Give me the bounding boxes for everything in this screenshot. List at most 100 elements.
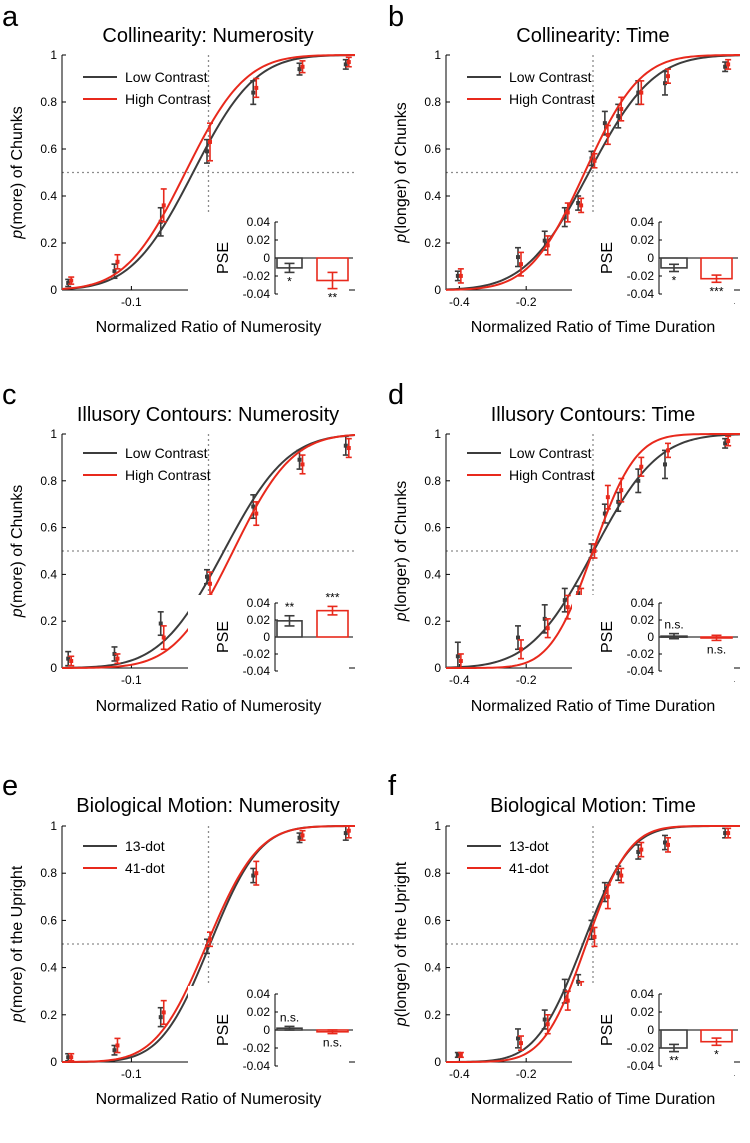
data-point (545, 626, 550, 631)
x-axis-label: Normalized Ratio of Numerosity (96, 698, 322, 715)
y-tick-label: 0.6 (40, 521, 57, 535)
y-axis-label: p(longer) of Chunks (393, 102, 410, 244)
y-axis-label-text: (more) of Chunks (9, 485, 26, 609)
significance-marker: *** (709, 284, 723, 298)
y-tick-label: 0.8 (40, 866, 57, 880)
y-tick-label: 0.8 (424, 866, 441, 880)
y-axis-label: p(more) of Chunks (9, 106, 26, 240)
data-point (297, 457, 302, 462)
data-point (589, 549, 594, 553)
inset-tick-label: 0.02 (247, 233, 271, 247)
data-point (208, 581, 212, 586)
inset-tick-label: -0.04 (627, 287, 655, 301)
y-tick-label: 0.4 (424, 567, 441, 581)
data-point (666, 448, 670, 453)
data-point (115, 1043, 120, 1048)
chart-title: Biological Motion: Time (490, 795, 696, 817)
legend-label: Low Contrast (125, 69, 208, 85)
significance-marker: *** (325, 590, 339, 604)
y-axis-label-text: (longer) of Chunks (393, 481, 410, 613)
data-point (458, 273, 463, 278)
y-axis-label-text: (more) of Chunks (9, 106, 26, 230)
data-point (565, 998, 570, 1003)
data-point (297, 67, 302, 72)
panel-d: d Illusory Contours: Time 0 0.2 0.4 0.6 0.8 1 -0… (388, 379, 741, 715)
inset-y-label: PSE (215, 1014, 232, 1046)
data-point (639, 90, 644, 95)
y-axis-label-italic: p (393, 1017, 410, 1027)
y-tick-label: 0.8 (424, 95, 441, 109)
data-point (723, 441, 728, 446)
y-tick-label: 0 (50, 283, 57, 297)
data-point (565, 605, 570, 610)
inset-tick-label: 0.02 (631, 233, 655, 247)
data-point (579, 203, 584, 208)
data-point (592, 934, 597, 939)
inset-y-label: PSE (599, 242, 616, 274)
data-point (723, 831, 728, 836)
data-point (455, 654, 460, 659)
y-tick-label: 1 (434, 819, 441, 833)
data-point (616, 114, 621, 119)
y-tick-label: 0 (434, 283, 441, 297)
y-axis-label-text: (longer) of Chunks (393, 102, 410, 234)
inset-tick-label: -0.02 (243, 1041, 271, 1055)
data-point (66, 1055, 71, 1060)
significance-marker: * (714, 1047, 719, 1061)
x-tick-label: -0.1 (121, 295, 142, 309)
legend-label: High Contrast (509, 467, 595, 483)
inset-tick-label: -0.02 (627, 647, 655, 661)
data-point (605, 132, 610, 137)
legend-label: Low Contrast (509, 445, 592, 461)
data-point (605, 894, 610, 899)
x-axis-label: Normalized Ratio of Numerosity (96, 1091, 322, 1108)
data-point (723, 64, 728, 69)
inset-tick-label: 0.04 (247, 987, 271, 1001)
data-point (69, 658, 74, 663)
panel-e: e Biological Motion: Numerosity 0 0.2 0.4 0.6… (2, 770, 356, 1108)
data-point (663, 840, 667, 845)
data-point (112, 1048, 117, 1053)
y-axis-label-italic: p (9, 608, 26, 618)
significance-marker: * (672, 274, 677, 288)
y-axis-label-text: (more) of the Upright (9, 865, 26, 1013)
data-point (343, 443, 348, 448)
inset-tick-label: -0.04 (243, 1059, 271, 1073)
data-point (458, 658, 463, 663)
significance-marker: ** (285, 600, 295, 614)
data-point (602, 121, 607, 126)
data-point (619, 107, 624, 112)
x-tick-label: -0.1 (121, 673, 142, 687)
panel-c: c Illusory Contours: Numerosity 0 0.2 0.4 0.6… (2, 379, 356, 715)
x-tick-label: -0.1 (121, 1067, 142, 1081)
data-point (619, 873, 624, 878)
inset-tick-label: 0.02 (247, 613, 271, 627)
data-point (619, 488, 624, 493)
inset-tick-label: -0.02 (243, 647, 271, 661)
data-point (254, 871, 259, 876)
inset-tick-label: -0.04 (627, 1059, 655, 1073)
y-tick-label: 0.4 (40, 189, 57, 203)
data-point (112, 269, 117, 274)
data-point (205, 574, 209, 579)
data-point (636, 849, 641, 854)
y-tick-label: 0 (50, 1055, 57, 1069)
data-point (300, 462, 305, 467)
panel-f: f Biological Motion: Time 0 0.2 0.4 0.6 0.8 1 -0… (388, 770, 740, 1108)
data-point (542, 238, 547, 243)
data-point (208, 937, 212, 942)
chart-title: Illusory Contours: Numerosity (77, 404, 339, 426)
data-point (545, 243, 550, 248)
y-tick-label: 1 (50, 819, 57, 833)
y-axis-label-italic: p (393, 234, 410, 244)
data-point (346, 60, 351, 65)
data-point (636, 478, 641, 483)
inset-tick-label: 0 (263, 251, 270, 265)
data-point (251, 90, 256, 95)
chart-title: Collinearity: Numerosity (102, 25, 313, 47)
y-tick-label: 0.8 (424, 474, 441, 488)
y-axis-label-italic: p (9, 230, 26, 240)
inset-y-label: PSE (599, 621, 616, 653)
